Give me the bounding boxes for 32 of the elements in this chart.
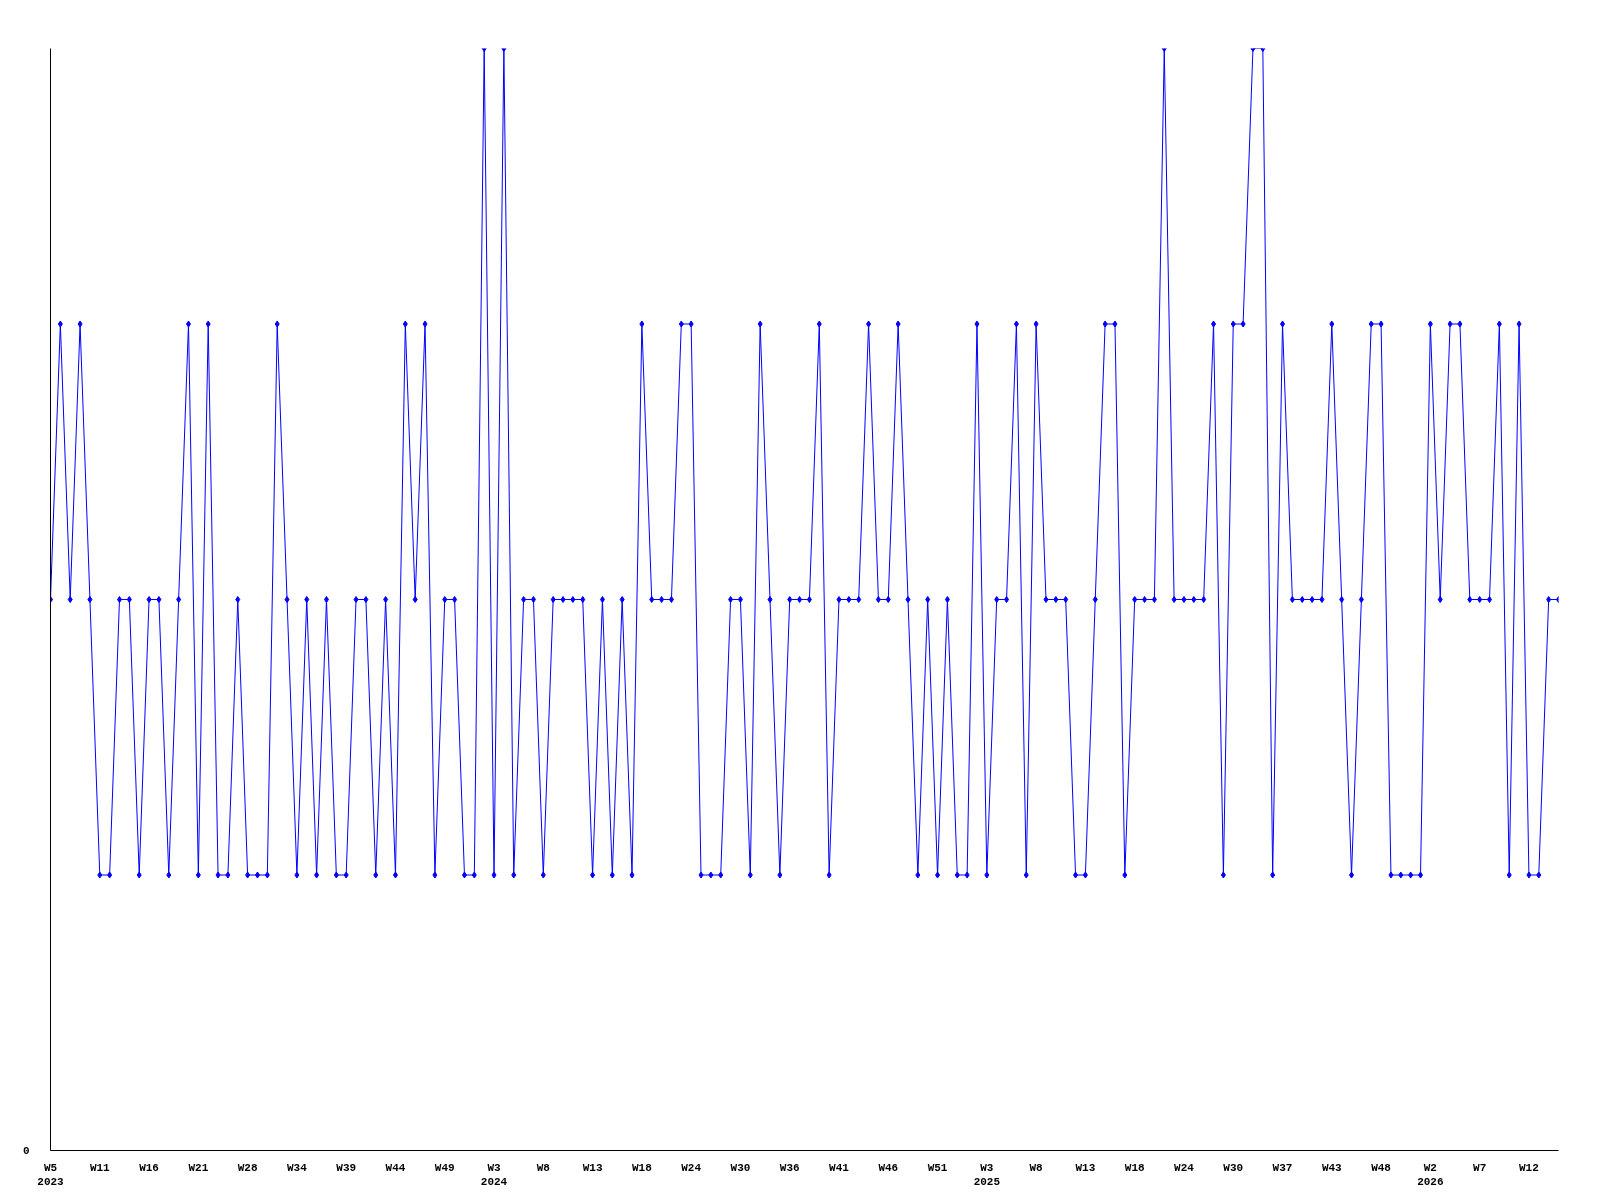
x-tick-label: W13 — [1075, 1161, 1096, 1174]
x-tick-label: W48 — [1371, 1161, 1392, 1174]
x-tick-label: W3 2024 — [480, 1161, 508, 1188]
x-tick-label: W11 — [89, 1161, 111, 1174]
x-tick-label: W51 — [927, 1161, 948, 1174]
x-tick-label: W37 — [1272, 1161, 1293, 1174]
x-tick-label: W8 — [536, 1161, 551, 1174]
x-tick-label: W36 — [779, 1161, 800, 1174]
x-tick-label: W13 — [582, 1161, 603, 1174]
x-tick-label: W34 — [287, 1161, 308, 1174]
x-tick-label: W28 — [237, 1161, 258, 1174]
x-tick-label: W18 — [1124, 1161, 1145, 1174]
x-tick-label: W49 — [434, 1161, 455, 1174]
x-tick-label: W18 — [631, 1161, 653, 1174]
x-tick-label: W43 — [1321, 1161, 1343, 1174]
x-tick-label: W2 2026 — [1417, 1161, 1444, 1188]
x-tick-label: W30 — [1223, 1161, 1244, 1174]
x-tick-label: W24 — [681, 1161, 702, 1174]
x-tick-label: W5 2023 — [37, 1161, 65, 1188]
x-tick-label: W24 — [1174, 1161, 1195, 1174]
text: 0 — [22, 1145, 30, 1157]
x-tick-label: W30 — [730, 1161, 751, 1174]
x-tick-label: W3 2025 — [973, 1161, 1001, 1188]
x-tick-label: W21 — [188, 1161, 209, 1174]
x-tick-label: W7 — [1473, 1161, 1487, 1174]
x-tick-label: W44 — [385, 1161, 406, 1174]
x-tick-label: W41 — [829, 1161, 850, 1174]
x-tick-label: W16 — [139, 1161, 159, 1174]
x-tick-label: W12 — [1519, 1161, 1539, 1174]
x-tick-label: W8 — [1029, 1161, 1044, 1174]
x-tick-label: W46 — [878, 1161, 899, 1174]
x-tick-label: W39 — [336, 1161, 357, 1174]
